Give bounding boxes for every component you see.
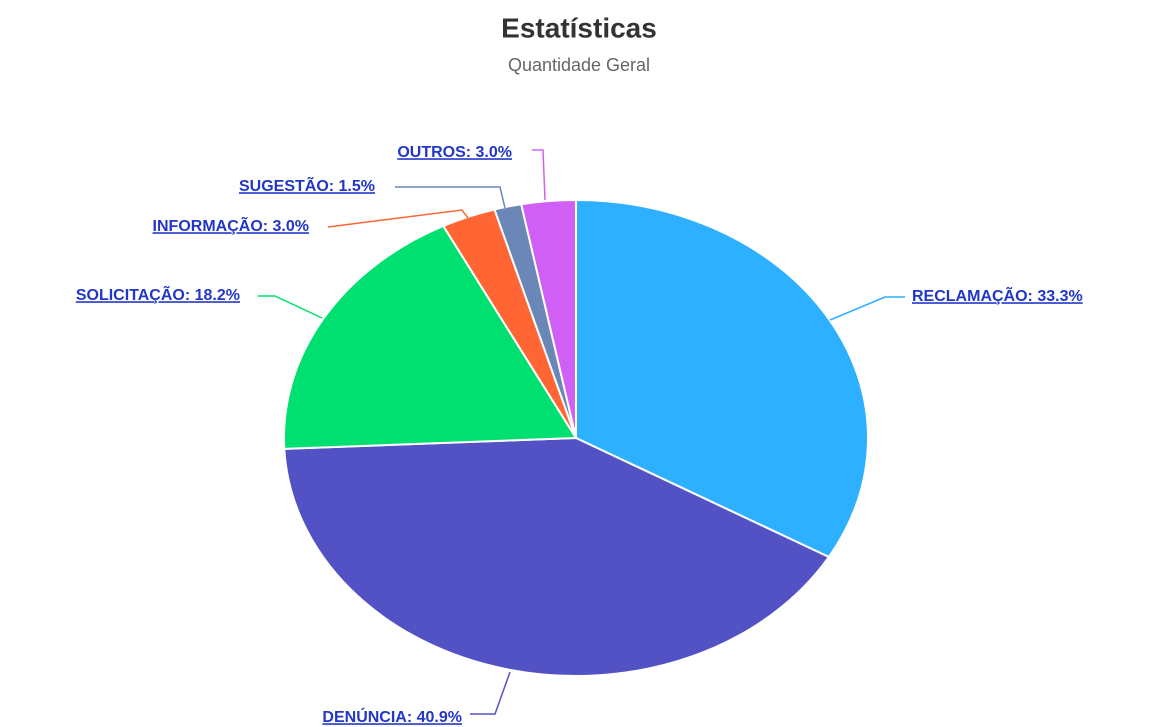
data-label: DENÚNCIA: 40.9% (322, 707, 462, 726)
pie-slice (283, 224, 578, 450)
data-label: OUTROS: 3.0% (397, 144, 512, 161)
label-connector (532, 149, 546, 201)
data-label: SOLICITAÇÃO: 18.2% (76, 284, 240, 304)
label-connector (327, 209, 469, 228)
pie-slice (575, 198, 869, 559)
chart-title: Estatísticas (501, 12, 657, 43)
pie-slice (520, 198, 577, 439)
label-connector (395, 186, 506, 209)
data-label: INFORMAÇÃO: 3.0% (153, 215, 309, 235)
label-connector (470, 671, 511, 715)
data-label: SUGESTÃO: 1.5% (239, 175, 375, 195)
label-connector (258, 295, 323, 319)
label-connector (829, 296, 905, 321)
data-label: RECLAMAÇÃO: 33.3% (912, 285, 1083, 305)
pie-slice (283, 436, 831, 677)
chart-subtitle: Quantidade Geral (508, 55, 650, 75)
